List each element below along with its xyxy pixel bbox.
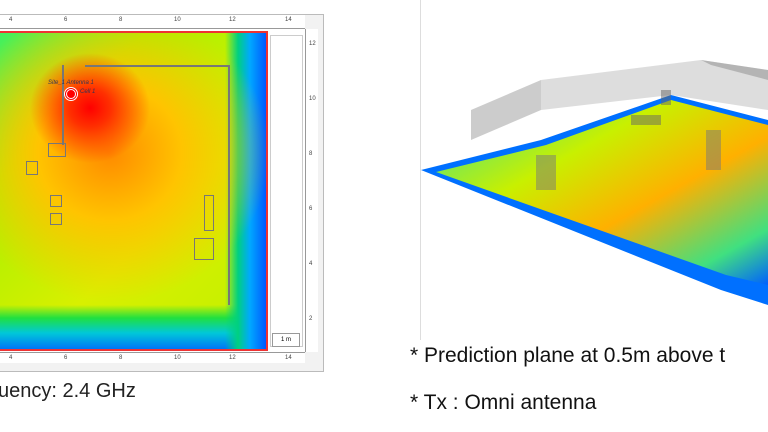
ruler-label: 10 [174, 17, 181, 23]
antenna-marker[interactable] [64, 87, 78, 101]
ruler-label: 4 [9, 17, 13, 23]
ruler-label: 2 [309, 316, 313, 322]
wall [85, 65, 230, 67]
cell-label: Cell 1 [80, 89, 96, 95]
object [631, 115, 661, 125]
furniture [50, 195, 62, 207]
ruler-label: 4 [9, 355, 13, 361]
ruler-label: 14 [285, 17, 292, 23]
ruler-label: 12 [309, 41, 316, 47]
note-prediction-plane: * Prediction plane at 0.5m above t [410, 344, 726, 367]
ruler-right: 12 10 8 6 4 2 [305, 29, 318, 352]
antenna-label: Site_1 Antenna 1 [48, 80, 94, 86]
ruler-label: 14 [285, 355, 292, 361]
map-margin [270, 35, 303, 347]
3d-prediction-view [421, 60, 768, 305]
ruler-label: 6 [309, 206, 313, 212]
building-wall [541, 60, 768, 110]
prediction-plane [436, 100, 768, 285]
ruler-label: 6 [64, 355, 68, 361]
furniture [194, 238, 214, 260]
ruler-label: 10 [174, 355, 181, 361]
object [536, 155, 556, 190]
divider [420, 0, 421, 340]
signal-heatmap [0, 31, 268, 351]
ruler-label: 12 [229, 17, 236, 23]
building-roof [701, 60, 768, 80]
wall [228, 65, 230, 305]
note-tx: * Tx : Omni antenna [410, 391, 597, 414]
ruler-label: 8 [309, 151, 313, 157]
building-wall [471, 80, 541, 140]
furniture [204, 195, 214, 231]
ruler-label: 6 [64, 17, 68, 23]
object [661, 90, 671, 105]
scale-bar: 1 m [272, 333, 300, 347]
ruler-label: 8 [119, 355, 123, 361]
furniture [50, 213, 62, 225]
ruler-label: 10 [309, 96, 316, 102]
object [706, 130, 721, 170]
furniture [26, 161, 38, 175]
furniture [48, 143, 66, 157]
ruler-top: 4 6 8 10 12 14 [0, 15, 305, 29]
frequency-caption: uency: 2.4 GHz [0, 380, 136, 402]
ruler-label: 4 [309, 261, 313, 267]
ruler-label: 8 [119, 17, 123, 23]
wall [62, 65, 64, 145]
ruler-bottom: 4 6 8 10 12 14 [0, 352, 305, 363]
ruler-label: 12 [229, 355, 236, 361]
